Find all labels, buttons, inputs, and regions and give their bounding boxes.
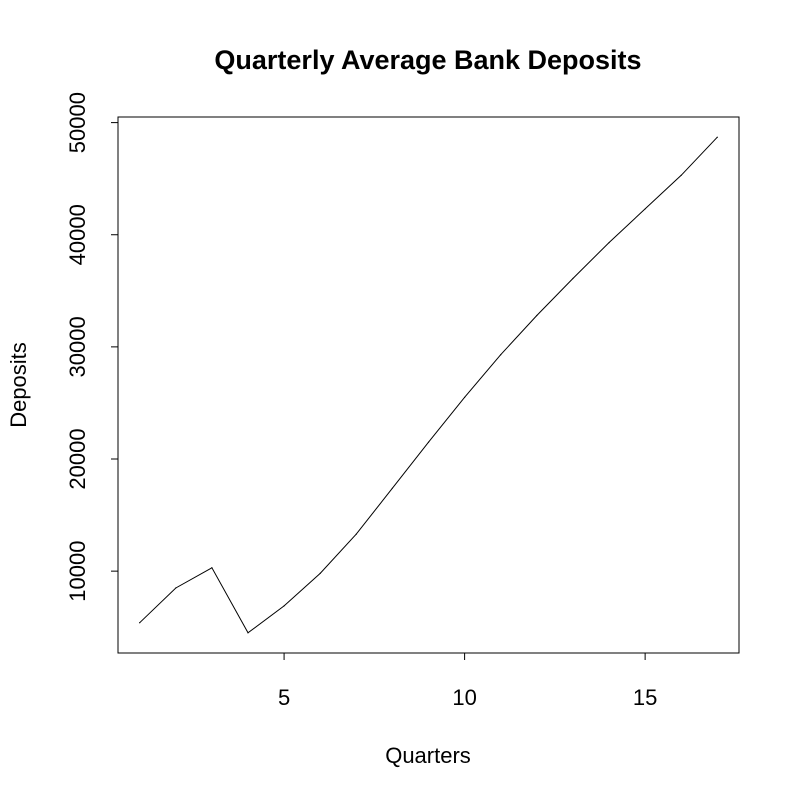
data-point: [283, 605, 285, 607]
x-tick-label: 10: [452, 685, 476, 710]
data-point: [175, 587, 177, 589]
data-point: [464, 396, 466, 398]
x-axis-ticks: 5 10 15: [278, 653, 657, 710]
data-point: [680, 174, 682, 176]
y-tick-label: 20000: [65, 428, 90, 489]
data-point: [536, 314, 538, 317]
data-point: [319, 572, 321, 574]
y-tick-label: 30000: [65, 316, 90, 377]
data-point: [427, 441, 430, 443]
data-point: [500, 354, 502, 356]
x-tick-label: 5: [278, 685, 290, 710]
x-tick-label: 15: [633, 685, 657, 710]
data-point: [716, 136, 718, 138]
y-axis-ticks: 10000 20000 30000 40000 50000: [65, 92, 118, 602]
data-point: [572, 277, 574, 280]
y-axis-label: Deposits: [6, 342, 31, 428]
chart-title: Quarterly Average Bank Deposits: [214, 45, 641, 75]
series-layer: [139, 136, 718, 634]
y-tick-label: 10000: [65, 541, 90, 602]
data-point: [211, 567, 213, 569]
x-axis-label: Quarters: [385, 743, 471, 768]
data-point: [247, 632, 249, 634]
data-point: [644, 208, 646, 210]
y-tick-label: 40000: [65, 204, 90, 265]
data-point: [391, 487, 393, 489]
data-point: [608, 241, 610, 244]
data-point: [139, 622, 141, 624]
y-tick-label: 50000: [65, 92, 90, 153]
data-point: [355, 533, 357, 535]
